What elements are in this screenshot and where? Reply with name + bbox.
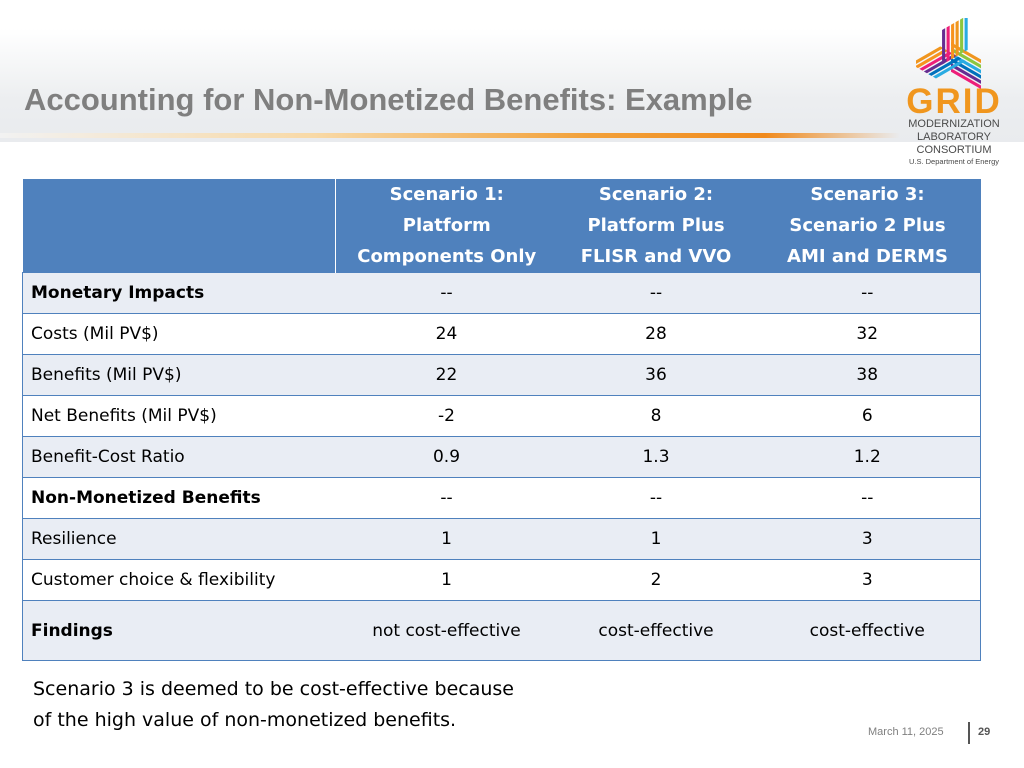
header-line: Scenario 3: bbox=[810, 184, 925, 205]
logo-strip bbox=[964, 18, 968, 52]
cell-scenario-3: -- bbox=[754, 272, 981, 314]
cell-scenario-2: cost-effective bbox=[557, 600, 755, 661]
table-header-corner bbox=[22, 179, 336, 273]
header-line: FLISR and VVO bbox=[580, 246, 732, 267]
cell-scenario-3: 6 bbox=[754, 395, 981, 437]
footnote: Scenario 3 is deemed to be cost-effectiv… bbox=[33, 674, 593, 736]
cell-scenario-1: -- bbox=[335, 272, 558, 314]
cell-scenario-2: 1.3 bbox=[557, 436, 755, 478]
header-line: Scenario 2 Plus bbox=[789, 215, 946, 236]
logo-strip bbox=[960, 18, 964, 55]
row-label: Net Benefits (Mil PV$) bbox=[22, 395, 336, 437]
cell-scenario-2: 1 bbox=[557, 518, 755, 560]
logo-strip bbox=[916, 46, 944, 66]
table-header-row: Scenario 1: Platform Components Only Sce… bbox=[22, 179, 981, 273]
logo-strip bbox=[955, 20, 959, 57]
cell-scenario-1: 22 bbox=[335, 354, 558, 396]
grid-modernization-logo: GRID MODERNIZATION LABORATORY CONSORTIUM… bbox=[898, 14, 1010, 166]
logo-strip bbox=[928, 56, 962, 76]
hexagon-logo-icon bbox=[916, 18, 981, 90]
row-label: Customer choice & flexibility bbox=[22, 559, 336, 601]
cell-scenario-3: -- bbox=[754, 477, 981, 519]
footnote-line-2: of the high value of non-monetized benef… bbox=[33, 709, 457, 731]
row-label: Non-Monetized Benefits bbox=[22, 477, 336, 519]
table-header-scenario-1: Scenario 1: Platform Components Only bbox=[335, 179, 558, 273]
logo-wordmark: GRID bbox=[906, 82, 1002, 121]
cell-scenario-3: 3 bbox=[754, 518, 981, 560]
row-label: Resilience bbox=[22, 518, 336, 560]
table-row-costs: Costs (Mil PV$) 24 28 32 bbox=[22, 313, 981, 355]
table-row-benefits: Benefits (Mil PV$) 22 36 38 bbox=[22, 354, 981, 396]
table-row-resilience: Resilience 1 1 3 bbox=[22, 518, 981, 560]
row-label: Costs (Mil PV$) bbox=[22, 313, 336, 355]
cell-scenario-2: 28 bbox=[557, 313, 755, 355]
table-row-benefit-cost-ratio: Benefit-Cost Ratio 0.9 1.3 1.2 bbox=[22, 436, 981, 478]
cell-scenario-2: -- bbox=[557, 272, 755, 314]
cell-scenario-2: 8 bbox=[557, 395, 755, 437]
logo-strip bbox=[932, 59, 966, 79]
header-line: Platform bbox=[402, 215, 491, 236]
cell-scenario-3: cost-effective bbox=[754, 600, 981, 661]
table-row-customer-choice: Customer choice & flexibility 1 2 3 bbox=[22, 559, 981, 601]
header-accent-rule bbox=[0, 133, 900, 138]
logo-subtitle: MODERNIZATION LABORATORY CONSORTIUM U.S.… bbox=[898, 118, 1010, 167]
cell-scenario-1: -- bbox=[335, 477, 558, 519]
logo-department: U.S. Department of Energy bbox=[908, 157, 1000, 166]
cell-scenario-2: 36 bbox=[557, 354, 755, 396]
logo-subtitle-line-3: CONSORTIUM bbox=[916, 144, 992, 156]
slide-number: 29 bbox=[978, 726, 991, 738]
cell-scenario-2: 2 bbox=[557, 559, 755, 601]
header-line: Components Only bbox=[357, 246, 537, 267]
logo-strip bbox=[951, 63, 981, 84]
header-band bbox=[0, 0, 1024, 142]
header-line: Scenario 1: bbox=[389, 184, 504, 205]
footer-divider bbox=[968, 722, 970, 744]
cell-scenario-1: 1 bbox=[335, 559, 558, 601]
header-line: AMI and DERMS bbox=[787, 246, 948, 267]
row-label: Benefits (Mil PV$) bbox=[22, 354, 336, 396]
logo-strip bbox=[916, 48, 948, 69]
row-label: Findings bbox=[22, 600, 336, 661]
logo-strip bbox=[946, 25, 950, 63]
table-header-scenario-2: Scenario 2: Platform Plus FLISR and VVO bbox=[557, 179, 755, 273]
slide-date: March 11, 2025 bbox=[868, 726, 944, 738]
table-row-net-benefits: Net Benefits (Mil PV$) -2 8 6 bbox=[22, 395, 981, 437]
table-row-non-monetized-benefits: Non-Monetized Benefits -- -- -- bbox=[22, 477, 981, 519]
cell-scenario-2: -- bbox=[557, 477, 755, 519]
logo-strip bbox=[951, 22, 955, 60]
cell-scenario-3: 3 bbox=[754, 559, 981, 601]
footnote-line-1: Scenario 3 is deemed to be cost-effectiv… bbox=[33, 678, 514, 700]
logo-strip bbox=[942, 28, 946, 65]
cell-scenario-1: 24 bbox=[335, 313, 558, 355]
header-line: Scenario 2: bbox=[598, 184, 714, 205]
cell-scenario-1: 0.9 bbox=[335, 436, 558, 478]
cell-scenario-3: 1.2 bbox=[754, 436, 981, 478]
row-label: Monetary Impacts bbox=[22, 272, 336, 314]
cell-scenario-1: not cost-effective bbox=[335, 600, 558, 661]
row-label: Benefit-Cost Ratio bbox=[22, 436, 336, 478]
logo-segment bbox=[942, 18, 968, 65]
header-line: Platform Plus bbox=[587, 215, 725, 236]
cell-scenario-3: 32 bbox=[754, 313, 981, 355]
slide-title: Accounting for Non-Monetized Benefits: E… bbox=[24, 82, 753, 117]
logo-subtitle-line-1: MODERNIZATION bbox=[908, 118, 1000, 130]
table-row-monetary-impacts: Monetary Impacts -- -- -- bbox=[22, 272, 981, 314]
table-row-findings: Findings not cost-effective cost-effecti… bbox=[22, 600, 981, 661]
cell-scenario-1: -2 bbox=[335, 395, 558, 437]
scenario-comparison-table: Scenario 1: Platform Components Only Sce… bbox=[22, 179, 981, 661]
logo-subtitle-line-2: LABORATORY bbox=[917, 131, 991, 143]
table-header-scenario-3: Scenario 3: Scenario 2 Plus AMI and DERM… bbox=[754, 179, 981, 273]
cell-scenario-3: 38 bbox=[754, 354, 981, 396]
logo-strip bbox=[951, 68, 981, 90]
cell-scenario-1: 1 bbox=[335, 518, 558, 560]
